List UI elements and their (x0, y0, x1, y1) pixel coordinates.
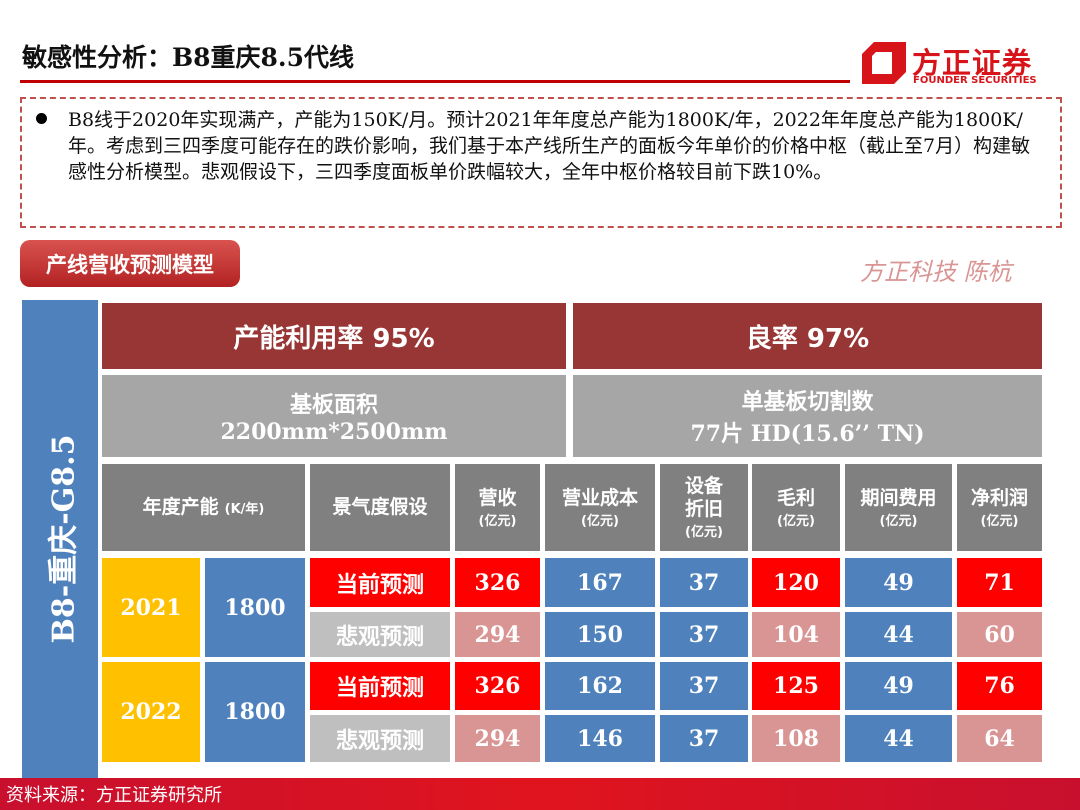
value-cell: 162 (545, 662, 655, 710)
value-cell: 326 (455, 558, 540, 607)
value-cell: 326 (455, 662, 540, 710)
header-cell: 景气度假设 (310, 464, 450, 551)
value-cell: 44 (845, 612, 952, 657)
value-cell: 108 (752, 715, 840, 762)
header-cell: 毛利 (亿元) (752, 464, 840, 551)
scenario-cell: 当前预测 (310, 662, 450, 710)
header-cell: 年度产能 (K/年) (102, 464, 305, 551)
capacity-cell: 1800 (205, 558, 305, 657)
value-cell: 71 (957, 558, 1042, 607)
header-label: 年度产能 (142, 496, 219, 518)
value-cell: 37 (660, 662, 748, 710)
logo-mark-icon (862, 42, 906, 84)
value-cell: 37 (660, 612, 748, 657)
value-cell: 37 (660, 715, 748, 762)
header-label: 期间费用 (860, 486, 937, 509)
value-cell: 167 (545, 558, 655, 607)
title-divider (20, 80, 850, 83)
value-cell: 49 (845, 558, 952, 607)
header-unit: (亿元) (980, 513, 1019, 529)
yield-cell: 良率 97% (573, 303, 1042, 369)
header-unit: (K/年) (224, 502, 265, 517)
line-label: B8-重庆-G8.5 (46, 434, 82, 644)
value-cell: 150 (545, 612, 655, 657)
header-unit: (亿元) (879, 513, 918, 529)
year-cell: 2022 (102, 662, 200, 762)
cuts-value: 77片 HD(15.6’’ TN) (690, 421, 925, 447)
header-unit: (亿元) (581, 513, 619, 529)
value-cell: 37 (660, 558, 748, 607)
cuts-cell: 单基板切割数 77片 HD(15.6’’ TN) (573, 375, 1042, 457)
bullet-icon (36, 113, 47, 124)
watermark: 方正科技 陈杭 (860, 258, 1012, 286)
source-footer: 资料来源：方正证券研究所 (0, 778, 1080, 810)
substrate-cell: 基板面积 2200mm*2500mm (102, 375, 566, 457)
value-cell: 294 (455, 612, 540, 657)
value-cell: 146 (545, 715, 655, 762)
header-unit: (亿元) (478, 513, 517, 529)
logo-text-en: FOUNDER SECURITIES (913, 75, 1037, 86)
value-cell: 76 (957, 662, 1042, 710)
summary-text: B8线于2020年实现满产，产能为150K/月。预计2021年年度总产能为180… (68, 109, 1031, 183)
header-label: 营业成本 (561, 486, 638, 509)
founder-logo: 方正证券 FOUNDER SECURITIES (862, 38, 1052, 93)
cuts-label: 单基板切割数 (741, 390, 874, 415)
header-unit: (亿元) (777, 513, 815, 529)
header-label: 设备折旧 (684, 475, 723, 520)
scenario-cell: 悲观预测 (310, 612, 450, 657)
utilization-cell: 产能利用率 95% (102, 303, 566, 369)
page-title: 敏感性分析：B8重庆8.5代线 (22, 43, 355, 72)
substrate-value: 2200mm*2500mm (220, 419, 448, 445)
value-cell: 44 (845, 715, 952, 762)
header-label: 景气度假设 (332, 496, 428, 518)
value-cell: 64 (957, 715, 1042, 762)
summary-box: B8线于2020年实现满产，产能为150K/月。预计2021年年度总产能为180… (20, 97, 1062, 228)
header-cell: 营业成本 (亿元) (545, 464, 655, 551)
value-cell: 125 (752, 662, 840, 710)
section-label: 产线营收预测模型 (20, 240, 240, 287)
header-label: 净利润 (970, 486, 1028, 509)
line-label-cell: B8-重庆-G8.5 (22, 300, 98, 778)
header-cell: 净利润 (亿元) (957, 464, 1042, 551)
header-label: 毛利 (776, 486, 815, 509)
header-cell: 设备折旧 (亿元) (660, 464, 748, 551)
scenario-cell: 悲观预测 (310, 715, 450, 762)
capacity-cell: 1800 (205, 662, 305, 762)
value-cell: 120 (752, 558, 840, 607)
substrate-label: 基板面积 (289, 393, 378, 418)
header-cell: 期间费用 (亿元) (845, 464, 952, 551)
year-cell: 2021 (102, 558, 200, 657)
header-cell: 营收 (亿元) (455, 464, 540, 551)
value-cell: 60 (957, 612, 1042, 657)
scenario-cell: 当前预测 (310, 558, 450, 607)
value-cell: 49 (845, 662, 952, 710)
header-label: 营收 (478, 486, 517, 509)
value-cell: 294 (455, 715, 540, 762)
header-unit: (亿元) (685, 525, 723, 540)
logo-text-cn: 方正证券 (912, 46, 1033, 80)
value-cell: 104 (752, 612, 840, 657)
